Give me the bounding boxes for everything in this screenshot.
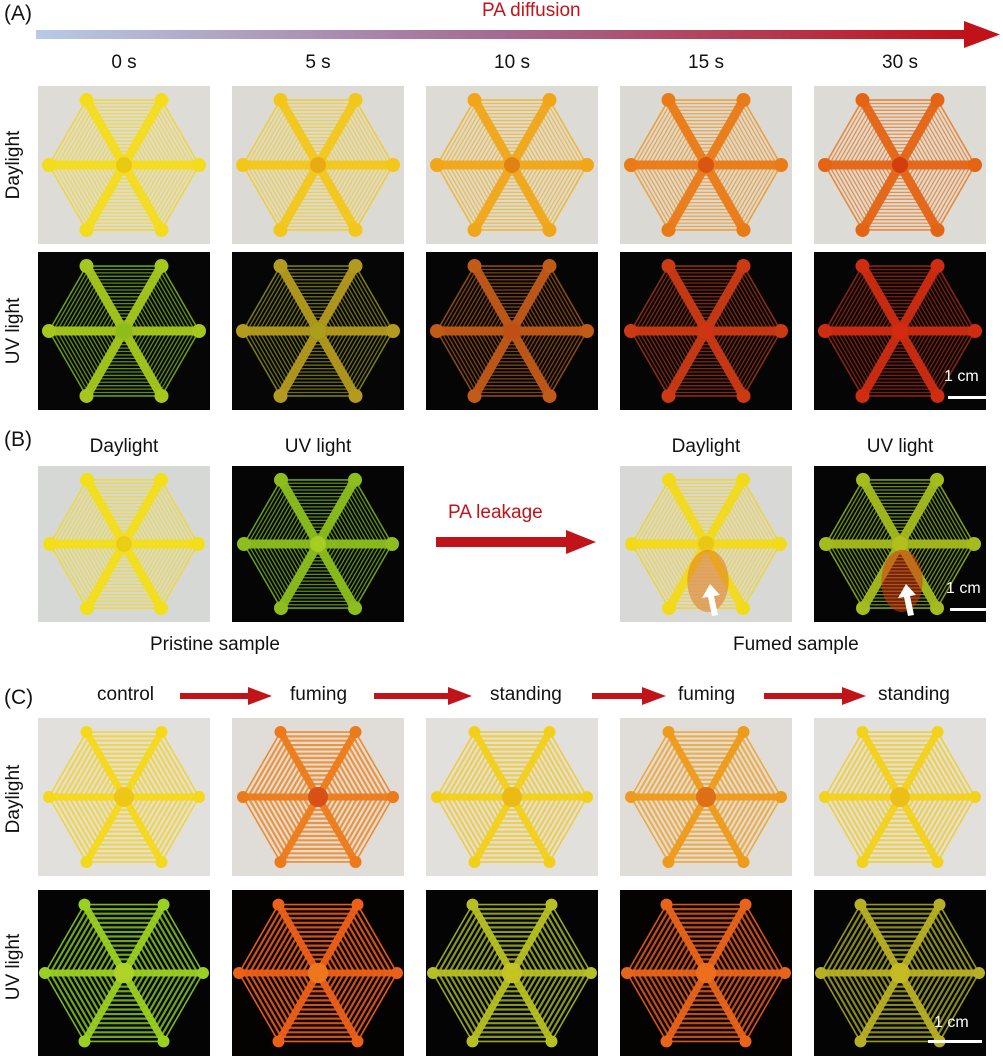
- a-daylight-30s-image: [814, 86, 986, 244]
- a-uv-0s-image: [38, 252, 210, 410]
- col-label-10s: 10 s: [494, 52, 530, 73]
- a-uv-30s-image: [814, 252, 986, 410]
- c-daylight-control-image: [38, 718, 210, 876]
- col-label-0s: 0 s: [111, 52, 137, 73]
- step-fuming-1-label: fuming: [290, 684, 348, 705]
- b-left-col-uv: UV light: [284, 436, 352, 457]
- col-label-5s: 5 s: [305, 52, 331, 73]
- c-uv-fuming-2-image: [620, 890, 792, 1056]
- pa-diffusion-label: PA diffusion: [482, 0, 581, 21]
- a-daylight-0s-image: [38, 86, 210, 244]
- step-standing-1-label: standing: [490, 684, 562, 705]
- a-uv-15s-image: [620, 252, 792, 410]
- c-daylight-fuming-1-image: [232, 718, 404, 876]
- col-label-30s: 30 s: [882, 52, 918, 73]
- panel-b-label: (B): [4, 428, 32, 451]
- a-daylight-15s-image: [620, 86, 792, 244]
- a-daylight-5s-image: [232, 86, 404, 244]
- c-daylight-standing-1-image: [426, 718, 598, 876]
- b-pristine-uv-image: [232, 466, 404, 622]
- row-label-a-uv: UV light: [3, 297, 24, 365]
- c-uv-standing-1-image: [426, 890, 598, 1056]
- leak-pointer-arrow-daylight: [702, 584, 720, 616]
- a-uv-10s-image: [426, 252, 598, 410]
- step-arrow-4: [764, 687, 866, 705]
- row-label-c-uv: UV light: [3, 933, 24, 1001]
- b-scale-label: 1 cm: [946, 580, 981, 597]
- a-scale-label: 1 cm: [944, 368, 979, 385]
- b-right-col-uv: UV light: [866, 436, 934, 457]
- c-daylight-fuming-2-image: [620, 718, 792, 876]
- step-standing-2-label: standing: [878, 684, 950, 705]
- step-arrow-1: [180, 687, 272, 705]
- step-arrow-3: [592, 687, 666, 705]
- a-uv-5s-image: [232, 252, 404, 410]
- panel-c-label: (C): [4, 686, 34, 709]
- pristine-sample-caption: Pristine sample: [150, 634, 280, 655]
- b-pristine-daylight-image: [38, 466, 210, 622]
- panel-a-label: (A): [4, 2, 32, 25]
- b-left-col-daylight: Daylight: [89, 436, 159, 457]
- step-control-label: control: [97, 684, 155, 705]
- pa-leakage-arrow: [436, 530, 596, 554]
- b-right-col-daylight: Daylight: [671, 436, 741, 457]
- step-fuming-2-label: fuming: [678, 684, 736, 705]
- step-arrow-2: [374, 687, 472, 705]
- pa-diffusion-arrow: [36, 21, 1000, 48]
- b-scale-bar: [950, 608, 986, 611]
- row-label-a-daylight: Daylight: [3, 130, 24, 200]
- a-daylight-10s-image: [426, 86, 598, 244]
- c-uv-fuming-1-image: [232, 890, 404, 1056]
- fumed-sample-caption: Fumed sample: [733, 634, 859, 655]
- row-label-c-daylight: Daylight: [3, 764, 24, 834]
- col-label-15s: 15 s: [688, 52, 724, 73]
- c-uv-standing-2-image: [814, 890, 986, 1056]
- a-scale-bar: [948, 396, 988, 399]
- leak-pointer-arrow-uv: [898, 584, 916, 616]
- c-uv-control-image: [38, 890, 210, 1056]
- c-daylight-standing-2-image: [814, 718, 986, 876]
- c-scale-bar: [928, 1040, 982, 1043]
- pa-leakage-label: PA leakage: [448, 502, 543, 523]
- c-scale-label: 1 cm: [934, 1014, 969, 1031]
